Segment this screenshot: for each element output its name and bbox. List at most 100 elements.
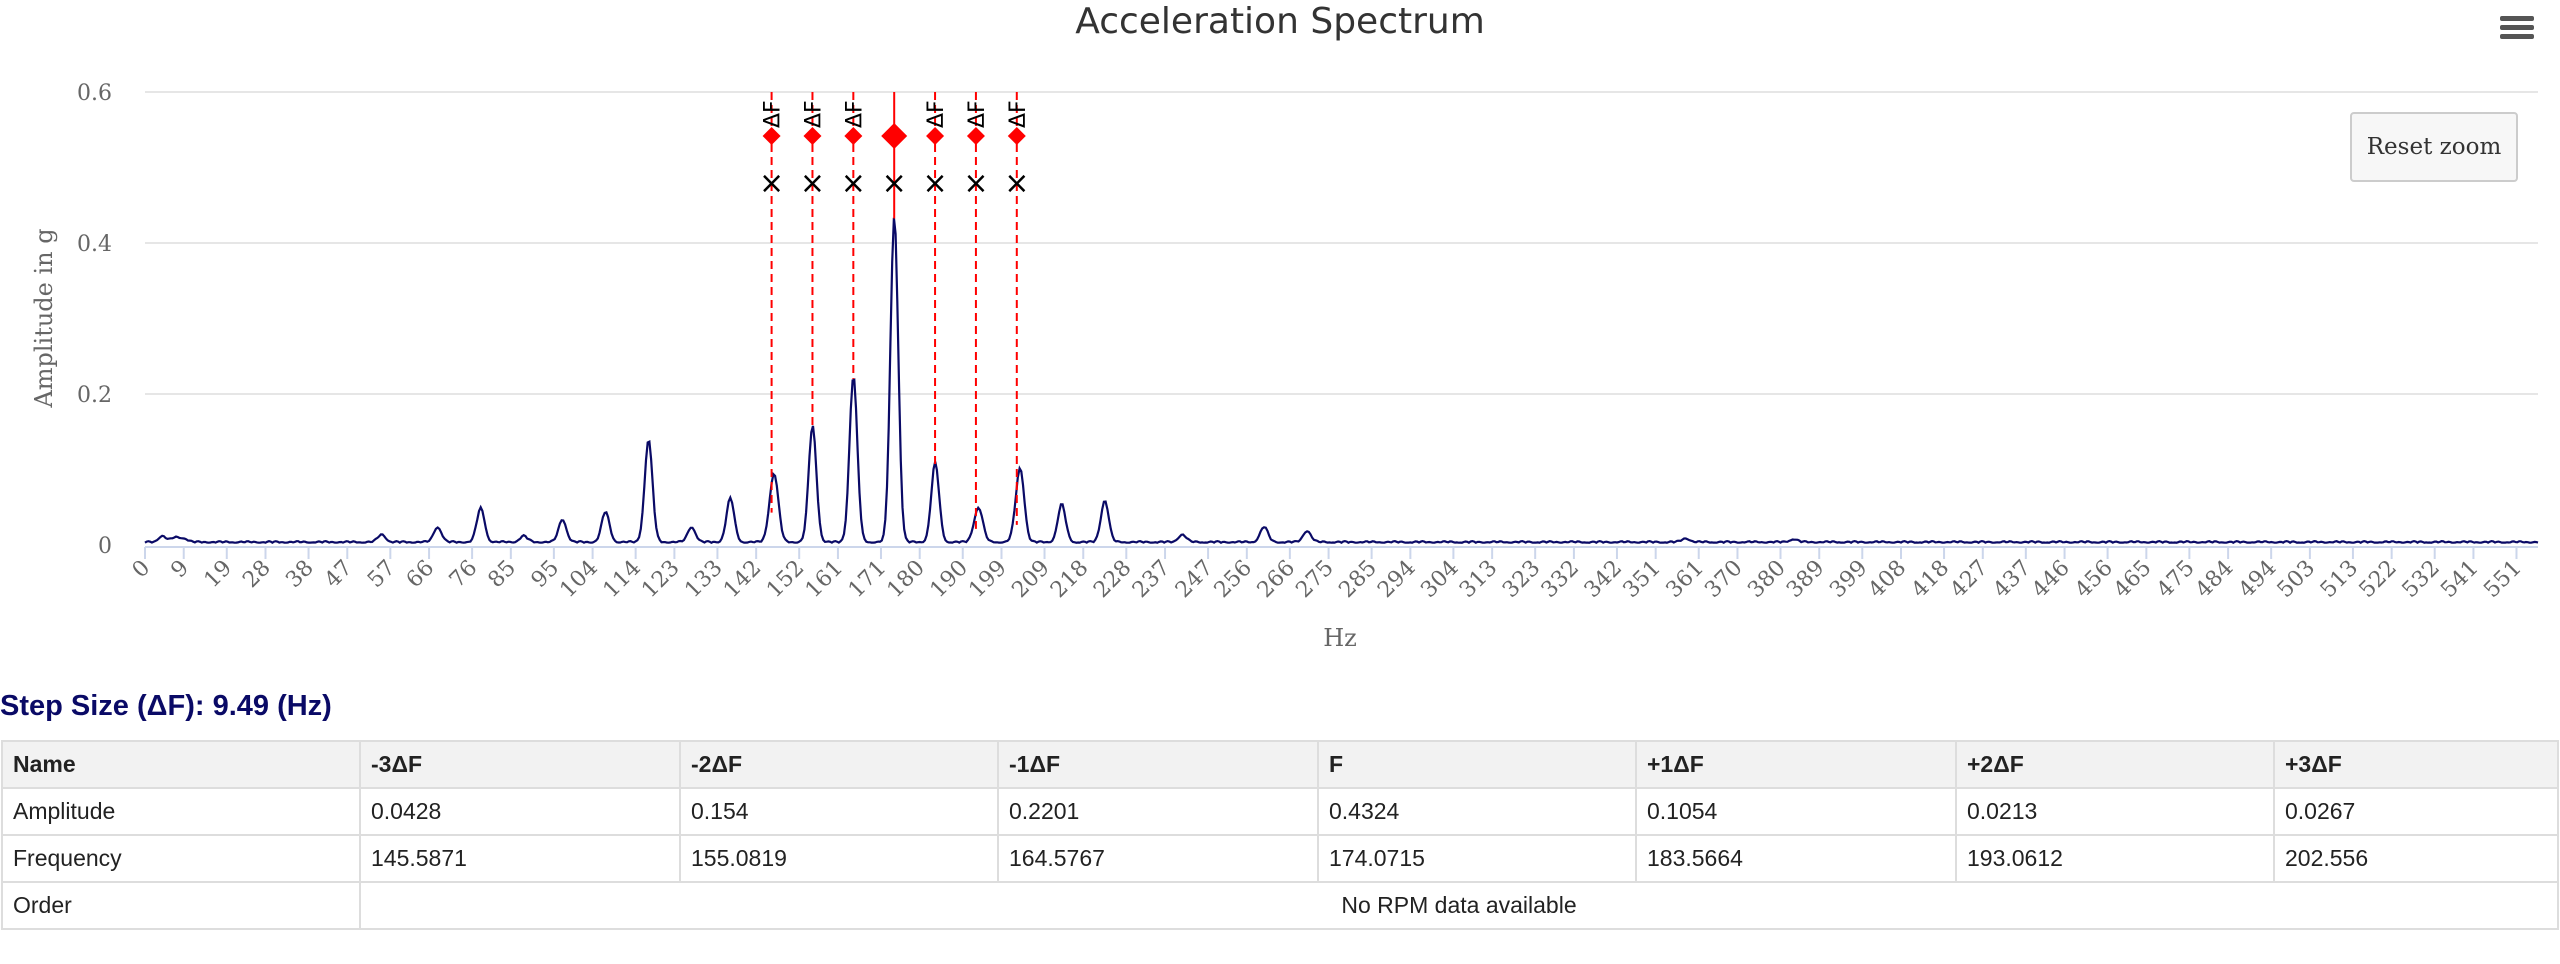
x-tick-label: 142 [719, 556, 766, 603]
header-cell: Name [1, 740, 361, 789]
x-tick-label: 332 [1537, 556, 1584, 603]
x-tick-label: 456 [2070, 556, 2117, 603]
x-tick-label: 123 [637, 556, 684, 603]
y-tick-label: 0 [98, 534, 112, 559]
x-tick-label: 152 [762, 556, 809, 603]
x-tick-label: 304 [1416, 556, 1463, 603]
x-tick-label: 199 [964, 556, 1011, 603]
header-cell: +3ΔF [2273, 740, 2559, 789]
table-cell: 174.0715 [1317, 834, 1637, 883]
x-tick-label: 76 [445, 556, 482, 593]
x-tick-label: 446 [2027, 556, 2074, 603]
x-tick-label: 494 [2234, 556, 2281, 603]
x-tick-label: 484 [2191, 556, 2238, 603]
y-tick-label: 0.6 [77, 81, 112, 106]
x-tick-label: 532 [2398, 556, 2445, 603]
marker-cross: × [759, 166, 784, 201]
marker-label: ΔF [965, 100, 990, 128]
chart-menu-icon[interactable] [2496, 12, 2538, 46]
marker-diamond [926, 127, 945, 145]
x-tick-label: 408 [1864, 556, 1911, 603]
x-tick-label: 370 [1700, 556, 1747, 603]
x-tick-label: 38 [281, 556, 318, 593]
x-tick-label: 57 [363, 556, 400, 593]
spectrum-series-line [144, 217, 2539, 545]
x-tick-label: 47 [320, 556, 357, 593]
x-tick-label: 323 [1498, 556, 1545, 603]
marker-diamond [966, 127, 985, 145]
sideband-table: Name -3ΔF -2ΔF -1ΔF F +1ΔF +2ΔF +3ΔF Amp… [1, 740, 2559, 930]
x-tick-label: 313 [1455, 556, 1502, 603]
x-tick-label: 380 [1743, 556, 1790, 603]
x-tick-label: 266 [1253, 556, 1300, 603]
table-cell: 0.4324 [1317, 787, 1637, 836]
x-tick-label: 218 [1046, 556, 1093, 603]
x-tick-label: 389 [1782, 556, 1829, 603]
marker-cross: × [1004, 166, 1029, 201]
header-cell: F [1317, 740, 1637, 789]
marker-label: ΔF [801, 100, 826, 128]
x-tick-label: 0 [128, 556, 156, 584]
marker-cross: × [882, 166, 907, 201]
no-rpm-message: No RPM data available [359, 881, 2559, 930]
marker-diamond [844, 127, 863, 145]
table-cell: 0.154 [679, 787, 999, 836]
table-cell: Amplitude [1, 787, 361, 836]
x-tick-label: 427 [1946, 556, 1993, 603]
marker-cross: × [963, 166, 988, 201]
x-tick-label: 541 [2436, 556, 2483, 603]
header-cell: +2ΔF [1955, 740, 2275, 789]
y-tick-label: 0.4 [77, 232, 112, 257]
table-header-row: Name -3ΔF -2ΔF -1ΔF F +1ΔF +2ΔF +3ΔF [1, 740, 2559, 789]
table-cell: Order [1, 881, 361, 930]
x-tick-label: 66 [402, 556, 439, 593]
marker-diamond [881, 123, 908, 149]
x-tick-label: 190 [926, 556, 973, 603]
table-cell: 193.0612 [1955, 834, 2275, 883]
y-tick-label: 0.2 [77, 383, 112, 408]
order-row: Order No RPM data available [1, 881, 2559, 930]
marker-label: ΔF [924, 100, 949, 128]
header-cell: -3ΔF [359, 740, 681, 789]
marker-label: ΔF [842, 100, 867, 128]
reset-zoom-button[interactable]: Reset zoom [2350, 112, 2518, 182]
marker-cross: × [841, 166, 866, 201]
x-tick-label: 247 [1171, 556, 1218, 603]
x-tick-label: 465 [2109, 556, 2156, 603]
x-tick-label: 256 [1210, 556, 1257, 603]
table-cell: Frequency [1, 834, 361, 883]
marker-diamond [803, 127, 822, 145]
x-tick-label: 85 [484, 556, 521, 593]
x-tick-label: 209 [1007, 556, 1054, 603]
marker-diamond [1007, 127, 1026, 145]
chart-title: Acceleration Spectrum [1075, 1, 1485, 42]
x-tick-label: 19 [200, 556, 237, 593]
table-cell: 145.5871 [359, 834, 681, 883]
x-tick-label: 104 [555, 556, 602, 603]
x-tick-label: 133 [680, 556, 727, 603]
chart-area: Acceleration Spectrum 0 0.2 0.4 0.6 0 9 19 28 38 4… [0, 0, 2560, 690]
table-cell: 202.556 [2273, 834, 2559, 883]
x-axis-title: Hz [1323, 624, 1357, 652]
header-cell: -2ΔF [679, 740, 999, 789]
marker-diamond [762, 127, 781, 145]
y-axis-title: Amplitude in g [30, 228, 58, 408]
x-tick-label: 399 [1825, 556, 1872, 603]
x-tick-label: 351 [1619, 556, 1666, 603]
table-cell: 0.0267 [2273, 787, 2559, 836]
step-size-title: Step Size (ΔF): 9.49 (Hz) [0, 690, 332, 722]
marker-label: ΔF [761, 100, 786, 128]
marker-label: ΔF [1006, 100, 1031, 128]
x-tick-label: 9 [166, 556, 194, 584]
x-tick-label: 171 [844, 556, 891, 603]
x-tick-label: 28 [238, 556, 275, 593]
x-tick-label: 285 [1334, 556, 1381, 603]
x-tick-label: 342 [1580, 556, 1627, 603]
table-cell: 0.2201 [997, 787, 1319, 836]
marker-cross: × [922, 166, 947, 201]
table-cell: 0.1054 [1635, 787, 1957, 836]
x-tick-label: 161 [801, 556, 848, 603]
x-tick-label: 275 [1291, 556, 1338, 603]
x-tick-label: 522 [2355, 556, 2402, 603]
